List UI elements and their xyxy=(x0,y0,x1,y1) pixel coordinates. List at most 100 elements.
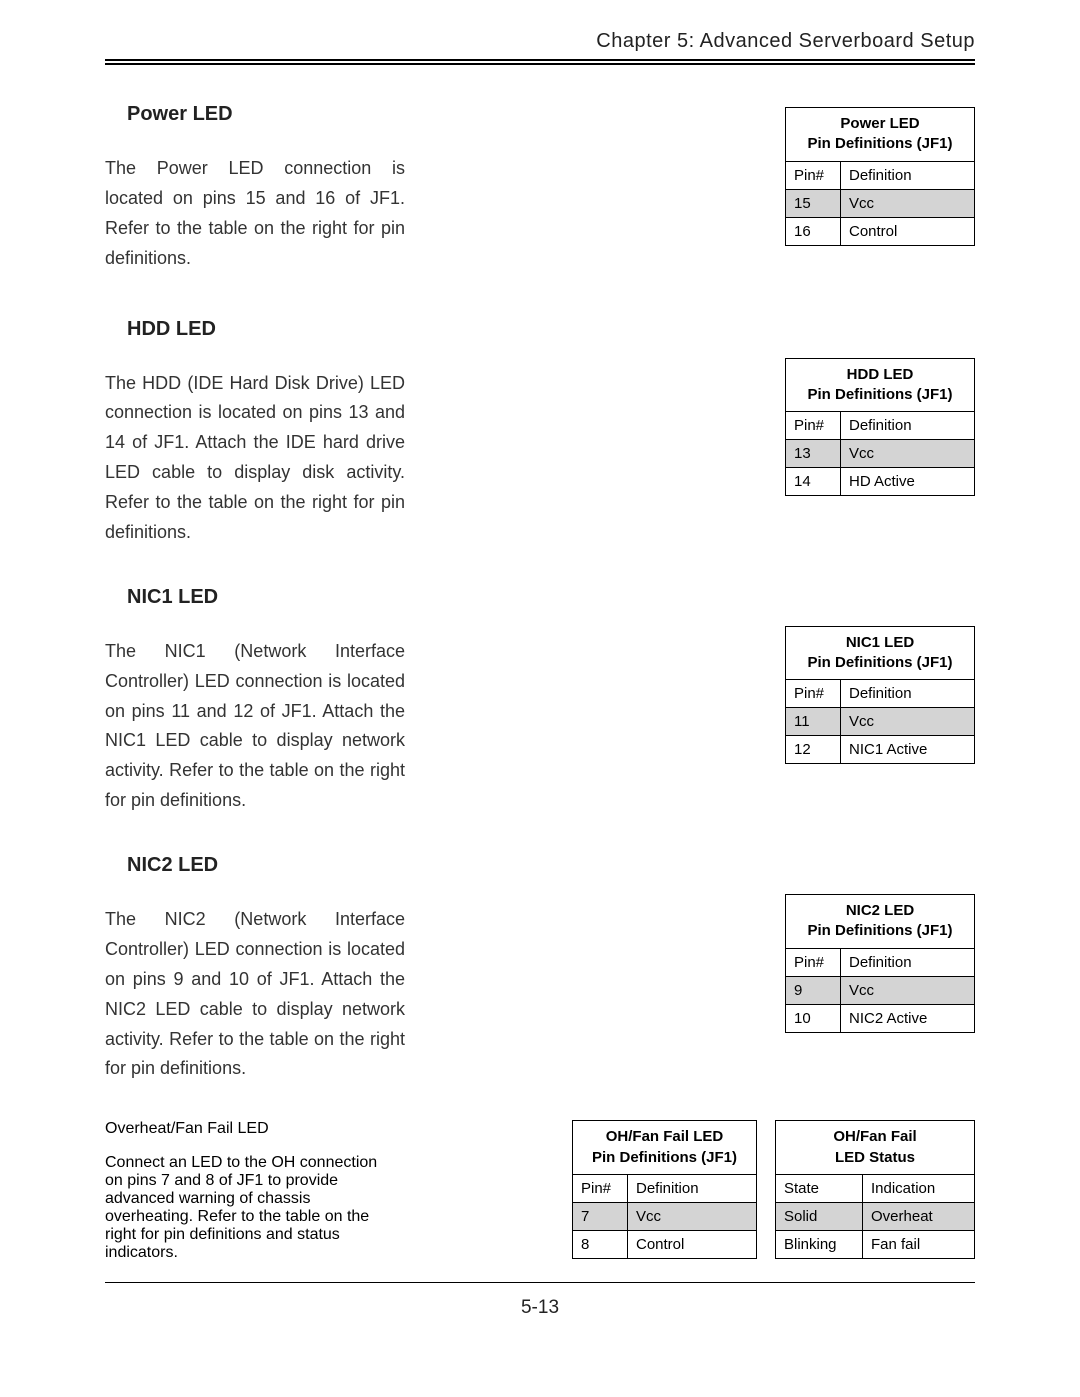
table-title-line2: Pin Definitions (JF1) xyxy=(592,1149,737,1166)
cell-state: Blinking xyxy=(776,1230,863,1258)
col-def: Definition xyxy=(841,948,975,976)
page-number: 5-13 xyxy=(105,1297,975,1319)
table-row: 15 Vcc xyxy=(786,189,975,217)
cell-def: NIC1 Active xyxy=(841,736,975,764)
text-column: Power LED The Power LED connection is lo… xyxy=(105,103,435,274)
table-title: HDD LED Pin Definitions (JF1) xyxy=(786,358,975,412)
table-title: OH/Fan Fail LED Status xyxy=(776,1121,975,1175)
table-row: 12 NIC1 Active xyxy=(786,736,975,764)
section-heading: Overheat/Fan Fail LED xyxy=(105,1120,385,1138)
header-rule xyxy=(105,59,975,65)
col-pin: Pin# xyxy=(786,680,841,708)
table-row: 10 NIC2 Active xyxy=(786,1004,975,1032)
cell-def: HD Active xyxy=(841,468,975,496)
table-title-line1: NIC2 LED xyxy=(846,902,914,919)
col-def: Definition xyxy=(841,680,975,708)
table-row: 9 Vcc xyxy=(786,976,975,1004)
table-title-line1: HDD LED xyxy=(847,366,914,383)
page: Chapter 5: Advanced Serverboard Setup Po… xyxy=(0,0,1080,1397)
table-column: NIC1 LED Pin Definitions (JF1) Pin# Defi… xyxy=(435,586,975,816)
cell-pin: 9 xyxy=(786,976,841,1004)
table-title: Power LED Pin Definitions (JF1) xyxy=(786,108,975,162)
col-state: State xyxy=(776,1174,863,1202)
table-title-line2: LED Status xyxy=(835,1149,915,1166)
cell-pin: 11 xyxy=(786,708,841,736)
section-body: The Power LED connection is located on p… xyxy=(105,154,405,274)
table-title-line1: Power LED xyxy=(840,115,919,132)
table-row: Solid Overheat xyxy=(776,1202,975,1230)
col-pin: Pin# xyxy=(573,1174,628,1202)
pin-table-power-led: Power LED Pin Definitions (JF1) Pin# Def… xyxy=(785,107,975,246)
table-column-dual: OH/Fan Fail LED Pin Definitions (JF1) Pi… xyxy=(403,1120,975,1278)
section-nic2-led: NIC2 LED The NIC2 (Network Interface Con… xyxy=(105,854,975,1084)
pin-table-hdd-led: HDD LED Pin Definitions (JF1) Pin# Defin… xyxy=(785,358,975,497)
table-row: 16 Control xyxy=(786,217,975,245)
table-column: HDD LED Pin Definitions (JF1) Pin# Defin… xyxy=(435,318,975,548)
cell-indication: Fan fail xyxy=(863,1230,975,1258)
table-title-line1: OH/Fan Fail xyxy=(833,1128,916,1145)
section-body: The NIC1 (Network Interface Controller) … xyxy=(105,637,405,816)
cell-indication: Overheat xyxy=(863,1202,975,1230)
cell-pin: 7 xyxy=(573,1202,628,1230)
chapter-header: Chapter 5: Advanced Serverboard Setup xyxy=(105,30,975,59)
table-column: Power LED Pin Definitions (JF1) Pin# Def… xyxy=(435,103,975,274)
text-column: Overheat/Fan Fail LED Connect an LED to … xyxy=(105,1120,403,1278)
cell-pin: 8 xyxy=(573,1230,628,1258)
table-column: NIC2 LED Pin Definitions (JF1) Pin# Defi… xyxy=(435,854,975,1084)
col-pin: Pin# xyxy=(786,948,841,976)
table-row: 14 HD Active xyxy=(786,468,975,496)
table-title-line2: Pin Definitions (JF1) xyxy=(807,135,952,152)
table-title-line1: NIC1 LED xyxy=(846,634,914,651)
section-power-led: Power LED The Power LED connection is lo… xyxy=(105,103,975,274)
table-title: NIC1 LED Pin Definitions (JF1) xyxy=(786,626,975,680)
cell-pin: 16 xyxy=(786,217,841,245)
cell-pin: 15 xyxy=(786,189,841,217)
text-column: NIC2 LED The NIC2 (Network Interface Con… xyxy=(105,854,435,1084)
cell-def: Vcc xyxy=(841,189,975,217)
col-def: Definition xyxy=(841,412,975,440)
status-table-oh: OH/Fan Fail LED Status State Indication … xyxy=(775,1120,975,1259)
cell-state: Solid xyxy=(776,1202,863,1230)
table-row: 13 Vcc xyxy=(786,440,975,468)
footer-rule xyxy=(105,1282,975,1283)
col-pin: Pin# xyxy=(786,161,841,189)
cell-def: Control xyxy=(628,1230,757,1258)
table-title-line2: Pin Definitions (JF1) xyxy=(807,922,952,939)
section-heading: HDD LED xyxy=(127,318,405,341)
section-heading: NIC1 LED xyxy=(127,586,405,609)
table-row: 8 Control xyxy=(573,1230,757,1258)
cell-pin: 13 xyxy=(786,440,841,468)
table-row: 11 Vcc xyxy=(786,708,975,736)
table-row: Blinking Fan fail xyxy=(776,1230,975,1258)
text-column: NIC1 LED The NIC1 (Network Interface Con… xyxy=(105,586,435,816)
cell-def: Control xyxy=(841,217,975,245)
section-hdd-led: HDD LED The HDD (IDE Hard Disk Drive) LE… xyxy=(105,318,975,548)
section-body: The NIC2 (Network Interface Controller) … xyxy=(105,905,405,1084)
col-indication: Indication xyxy=(863,1174,975,1202)
col-pin: Pin# xyxy=(786,412,841,440)
col-def: Definition xyxy=(841,161,975,189)
section-heading: Power LED xyxy=(127,103,405,126)
cell-def: Vcc xyxy=(841,708,975,736)
cell-def: NIC2 Active xyxy=(841,1004,975,1032)
section-nic1-led: NIC1 LED The NIC1 (Network Interface Con… xyxy=(105,586,975,816)
cell-def: Vcc xyxy=(841,440,975,468)
pin-table-nic1-led: NIC1 LED Pin Definitions (JF1) Pin# Defi… xyxy=(785,626,975,765)
cell-def: Vcc xyxy=(841,976,975,1004)
table-title-line2: Pin Definitions (JF1) xyxy=(807,386,952,403)
section-body: Connect an LED to the OH connection on p… xyxy=(105,1154,385,1262)
table-title: OH/Fan Fail LED Pin Definitions (JF1) xyxy=(573,1121,757,1175)
section-overheat: Overheat/Fan Fail LED Connect an LED to … xyxy=(105,1120,975,1278)
content-area: Power LED The Power LED connection is lo… xyxy=(105,103,975,1319)
cell-def: Vcc xyxy=(628,1202,757,1230)
pin-table-oh: OH/Fan Fail LED Pin Definitions (JF1) Pi… xyxy=(572,1120,757,1259)
cell-pin: 10 xyxy=(786,1004,841,1032)
table-title-line2: Pin Definitions (JF1) xyxy=(807,654,952,671)
pin-table-nic2-led: NIC2 LED Pin Definitions (JF1) Pin# Defi… xyxy=(785,894,975,1033)
cell-pin: 12 xyxy=(786,736,841,764)
cell-pin: 14 xyxy=(786,468,841,496)
text-column: HDD LED The HDD (IDE Hard Disk Drive) LE… xyxy=(105,318,435,548)
table-title-line1: OH/Fan Fail LED xyxy=(606,1128,724,1145)
table-row: 7 Vcc xyxy=(573,1202,757,1230)
section-body: The HDD (IDE Hard Disk Drive) LED connec… xyxy=(105,369,405,548)
